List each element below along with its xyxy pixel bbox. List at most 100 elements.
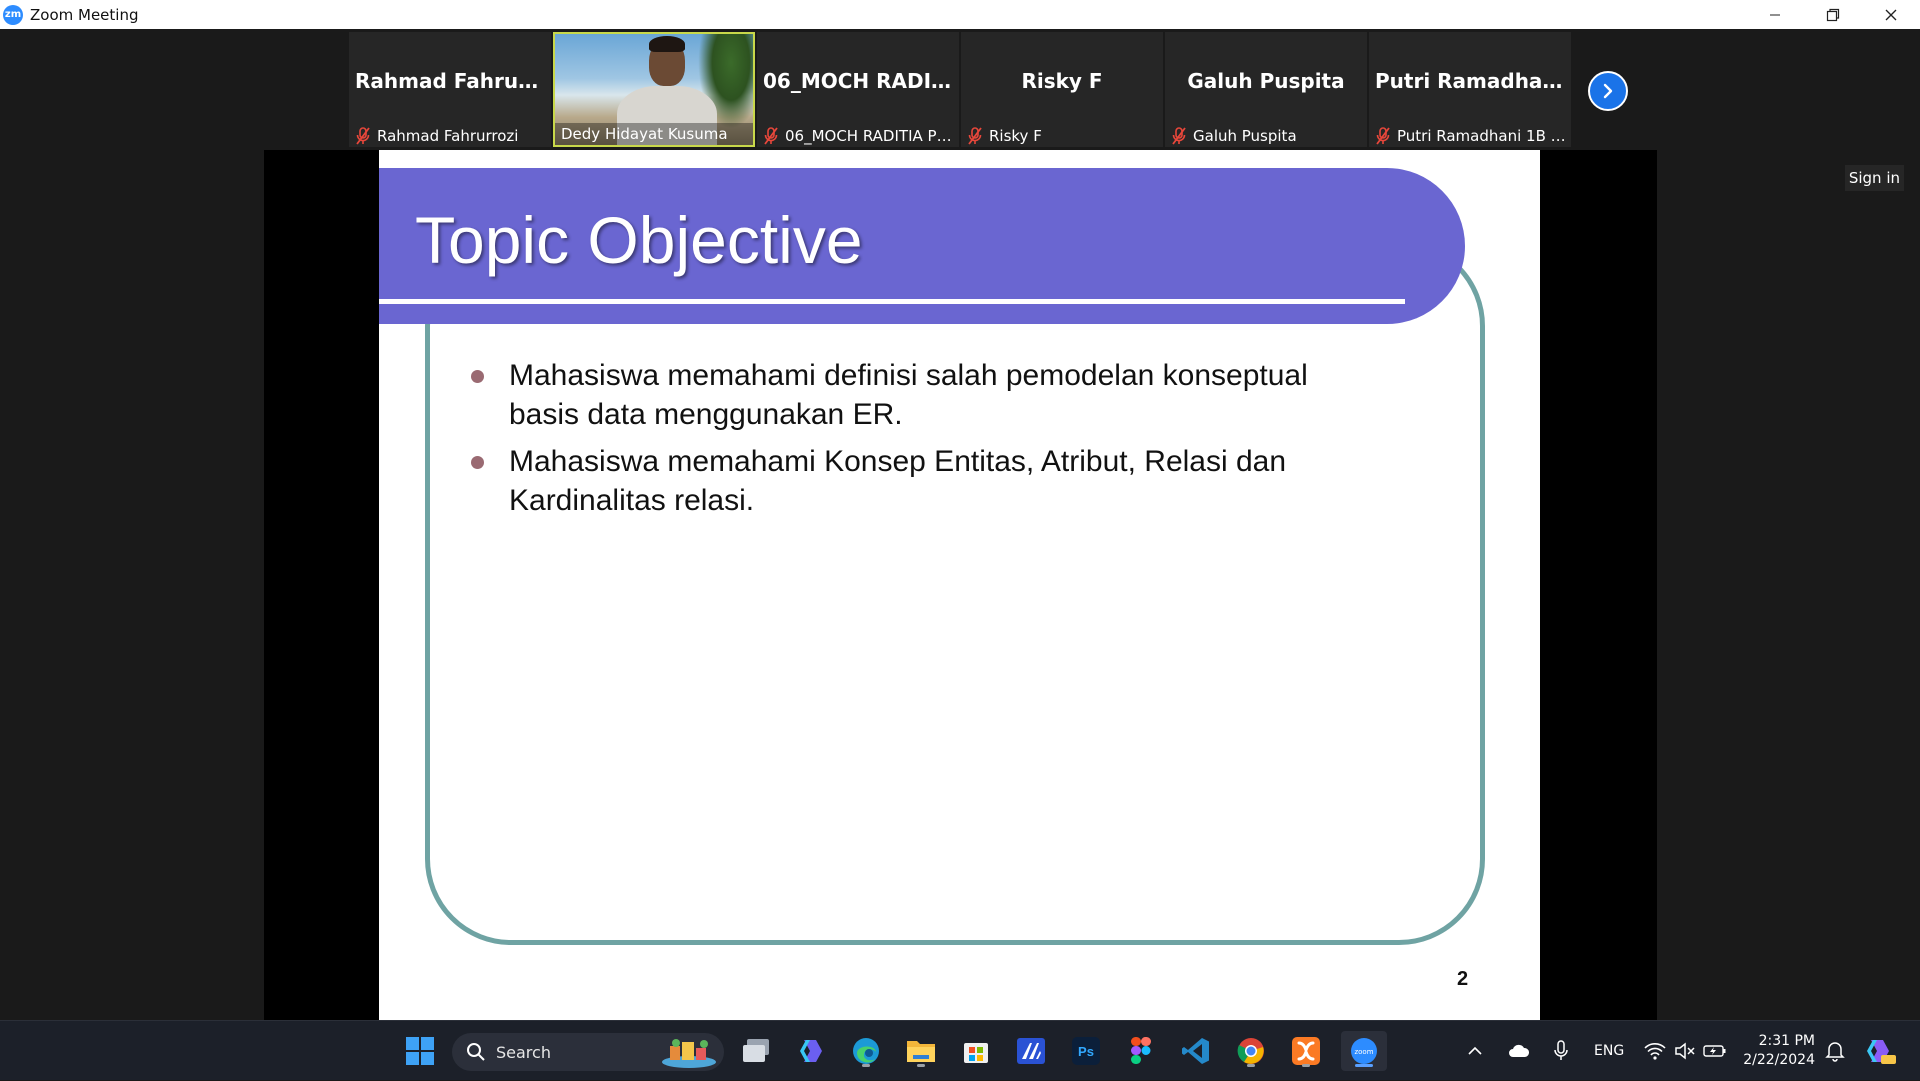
sign-in-link[interactable]: Sign in: [1844, 165, 1904, 191]
taskbar-search-box[interactable]: Search: [452, 1033, 724, 1071]
copilot-icon: [800, 1040, 822, 1062]
participant-tile[interactable]: Rahmad Fahrurr... Rahmad Fahrurrozi: [349, 32, 551, 147]
participant-display-name: Risky F: [1021, 69, 1103, 93]
figma-button[interactable]: [1121, 1031, 1161, 1071]
windows-start-icon: [406, 1037, 434, 1065]
slide-title: Topic Objective: [415, 203, 863, 277]
windows-start-button[interactable]: [400, 1031, 440, 1071]
figma-icon: [1131, 1037, 1151, 1064]
participant-tile[interactable]: Putri Ramadhan... Putri Ramadhani 1B B..…: [1369, 32, 1571, 147]
participant-caption-name: Risky F: [989, 127, 1042, 145]
copilot-preview-icon: [1867, 1040, 1896, 1064]
cloud-icon: [1509, 1044, 1530, 1057]
clock-time: 2:31 PM: [1758, 1033, 1815, 1049]
clock-date: 2/22/2024: [1743, 1052, 1815, 1068]
participant-caption: 06_MOCH RADITIA PE...: [757, 125, 959, 147]
participant-caption-name: Rahmad Fahrurrozi: [377, 127, 519, 145]
microsoft-store-button[interactable]: [956, 1031, 996, 1071]
mic-muted-icon: [1376, 127, 1390, 145]
file-explorer-button[interactable]: [901, 1031, 941, 1071]
bullet-dot-icon: [471, 456, 484, 469]
participant-tile[interactable]: 06_MOCH RADI... 06_MOCH RADITIA PE...: [757, 32, 959, 147]
zoom-icon: zoom: [1351, 1038, 1377, 1064]
participant-caption-name: 06_MOCH RADITIA PE...: [785, 127, 959, 145]
participant-tile-active-speaker[interactable]: Dedy Hidayat Kusuma: [553, 32, 755, 147]
zoom-logo-icon: zm: [3, 4, 23, 25]
task-view-button[interactable]: [736, 1031, 776, 1071]
minimize-button[interactable]: [1746, 0, 1804, 29]
microphone-icon: [1554, 1040, 1568, 1060]
participant-caption: Rahmad Fahrurrozi: [349, 125, 551, 147]
shared-screen: Topic Objective Mahasiswa memahami defin…: [264, 150, 1657, 1020]
participant-caption: Galuh Puspita: [1165, 125, 1367, 147]
search-highlight-icon: [662, 1039, 716, 1068]
task-view-icon: [743, 1039, 769, 1062]
store-icon: [964, 1043, 988, 1063]
copilot-preview-button[interactable]: [1862, 1031, 1900, 1071]
mic-muted-icon: [1172, 127, 1186, 145]
participant-display-name: 06_MOCH RADI...: [763, 69, 954, 93]
close-icon: [1885, 9, 1897, 20]
restore-icon: [1826, 8, 1840, 21]
wifi-button[interactable]: [1640, 1031, 1670, 1071]
next-participants-button[interactable]: [1588, 71, 1628, 111]
minimize-icon: [1770, 14, 1780, 15]
chrome-button[interactable]: [1231, 1031, 1271, 1071]
photoshop-label: Ps: [1078, 1044, 1094, 1059]
wifi-icon: [1644, 1043, 1666, 1060]
file-explorer-icon: [907, 1041, 935, 1062]
slide-content-frame: [425, 240, 1485, 945]
search-label: Search: [496, 1042, 551, 1062]
zoom-label: zoom: [1354, 1048, 1373, 1056]
window-title-bar: zm Zoom Meeting: [0, 0, 1920, 29]
edge-button[interactable]: [846, 1031, 886, 1071]
participant-display-name: Rahmad Fahrurr...: [355, 69, 551, 93]
language-indicator[interactable]: ENG: [1594, 1043, 1625, 1059]
mic-muted-icon: [764, 127, 778, 145]
battery-button[interactable]: [1700, 1031, 1730, 1071]
taskbar-clock[interactable]: 2:31 PM 2/22/2024: [1735, 1032, 1815, 1070]
photoshop-button[interactable]: Ps: [1066, 1031, 1106, 1071]
xampp-button[interactable]: [1286, 1031, 1326, 1071]
microphone-button[interactable]: [1544, 1031, 1578, 1071]
chrome-icon: [1237, 1038, 1264, 1064]
participant-tile[interactable]: Galuh Puspita Galuh Puspita: [1165, 32, 1367, 147]
slide-title-banner: [379, 168, 1465, 324]
windows-taskbar: Search Ps zoom: [0, 1020, 1920, 1080]
participant-caption-name: Galuh Puspita: [1193, 127, 1297, 145]
show-hidden-icons-button[interactable]: [1460, 1031, 1490, 1071]
photoshop-icon: Ps: [1072, 1037, 1100, 1065]
slide-page-number: 2: [1457, 968, 1469, 990]
close-button[interactable]: [1862, 0, 1920, 29]
participant-tile[interactable]: Risky F Risky F: [961, 32, 1163, 147]
chevron-up-icon: [1468, 1046, 1482, 1055]
participant-caption: Dedy Hidayat Kusuma: [555, 123, 753, 145]
participant-display-name: Putri Ramadhan...: [1375, 69, 1571, 93]
participant-caption: Risky F: [961, 125, 1163, 147]
onedrive-button[interactable]: [1502, 1031, 1536, 1071]
volume-button[interactable]: [1670, 1031, 1700, 1071]
participant-caption-name: Dedy Hidayat Kusuma: [561, 125, 728, 143]
xampp-icon: [1292, 1037, 1320, 1065]
volume-muted-icon: [1675, 1042, 1695, 1060]
slide-bullet: Mahasiswa memahami Konsep Entitas, Atrib…: [465, 442, 1385, 520]
copilot-button[interactable]: [791, 1031, 831, 1071]
restore-button[interactable]: [1804, 0, 1862, 29]
app-button[interactable]: [1011, 1031, 1051, 1071]
edge-icon: [853, 1038, 879, 1064]
meeting-area: Rahmad Fahrurr... Rahmad Fahrurrozi Dedy…: [0, 29, 1920, 1020]
notifications-button[interactable]: [1818, 1031, 1852, 1071]
bell-icon: [1825, 1042, 1845, 1062]
slide-bullet-list: Mahasiswa memahami definisi salah pemode…: [465, 356, 1385, 528]
slide-bullet: Mahasiswa memahami definisi salah pemode…: [465, 356, 1385, 434]
participant-display-name: Galuh Puspita: [1187, 69, 1345, 93]
participant-caption-name: Putri Ramadhani 1B B...: [1397, 127, 1571, 145]
participant-strip: Rahmad Fahrurr... Rahmad Fahrurrozi Dedy…: [349, 32, 1571, 147]
bullet-dot-icon: [471, 370, 484, 383]
participant-caption: Putri Ramadhani 1B B...: [1369, 125, 1571, 147]
vscode-icon: [1182, 1038, 1209, 1064]
vscode-button[interactable]: [1176, 1031, 1216, 1071]
slide-bullet-text: Mahasiswa memahami definisi salah pemode…: [509, 359, 1308, 431]
app-icon: [1017, 1038, 1045, 1064]
zoom-button[interactable]: zoom: [1341, 1031, 1387, 1071]
